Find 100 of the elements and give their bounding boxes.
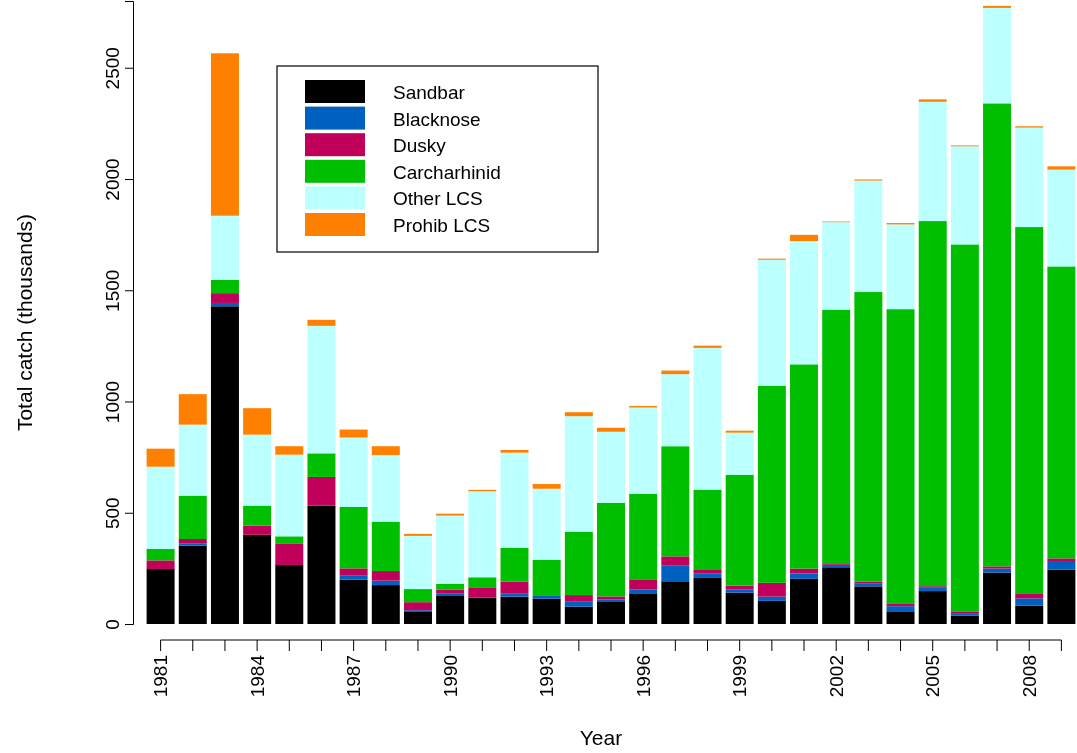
bar (1047, 569, 1076, 624)
bar (1015, 598, 1044, 606)
bar (693, 347, 722, 490)
bar (629, 579, 658, 590)
x-tick-label: 1999 (729, 655, 751, 698)
bar (178, 539, 207, 544)
bar (500, 596, 529, 624)
bar (178, 424, 207, 496)
bar (757, 385, 786, 583)
bar (339, 568, 368, 576)
bar (564, 412, 593, 417)
bar (275, 454, 304, 537)
bar (693, 489, 722, 570)
bar (243, 525, 272, 535)
legend-label: Dusky (393, 135, 447, 157)
bar (950, 146, 979, 245)
bar (886, 606, 915, 612)
bar (1015, 227, 1044, 594)
bar (275, 543, 304, 566)
bar (210, 215, 239, 280)
bar (275, 446, 304, 455)
bar (371, 521, 400, 572)
bar (339, 579, 368, 624)
bar (178, 543, 207, 546)
bar (790, 573, 819, 579)
bar (146, 448, 175, 467)
legend-label: Blacknose (393, 108, 481, 130)
bar (597, 427, 625, 432)
bar (983, 103, 1012, 567)
bar (210, 53, 239, 216)
bar (693, 569, 722, 574)
bar (178, 545, 207, 624)
bar (790, 234, 819, 242)
bar (629, 407, 658, 494)
bar (983, 7, 1012, 104)
bar (886, 611, 915, 624)
y-tick-label: 2500 (102, 47, 123, 90)
bar (403, 533, 432, 536)
bar (468, 577, 497, 588)
y-tick-label: 0 (102, 619, 123, 630)
bar (725, 592, 754, 624)
bar (436, 583, 465, 590)
bar (822, 222, 851, 310)
bar (822, 309, 851, 564)
bar (854, 292, 883, 582)
bar (790, 364, 819, 569)
bar (146, 466, 175, 550)
bar (532, 484, 561, 489)
bar (500, 593, 529, 597)
y-tick-label: 500 (102, 497, 123, 530)
x-tick-label: 2005 (922, 655, 944, 698)
x-tick-label: 2008 (1018, 655, 1040, 698)
bar (1015, 127, 1044, 228)
bar (693, 573, 722, 578)
bar (243, 505, 272, 526)
bar (468, 587, 497, 598)
bar (564, 416, 593, 532)
bar (918, 221, 947, 587)
bar (468, 491, 497, 578)
bar (178, 394, 207, 425)
bar (725, 589, 754, 593)
bar (243, 408, 272, 435)
bar (790, 241, 819, 365)
bar (307, 319, 336, 326)
bar (532, 598, 561, 624)
bar (436, 515, 465, 584)
bar (918, 99, 947, 102)
bar (854, 586, 883, 624)
bar (275, 565, 304, 624)
bar (790, 578, 819, 624)
bar (1047, 558, 1076, 562)
bar (275, 536, 304, 544)
bar (693, 345, 722, 348)
x-tick-label: 1987 (343, 655, 365, 698)
bar (436, 595, 465, 624)
bar (629, 593, 658, 624)
bar (757, 600, 786, 624)
bar (597, 502, 625, 597)
bar (1015, 605, 1044, 624)
legend-label: Carcharhinid (393, 161, 501, 183)
x-tick-label: 1990 (439, 655, 461, 698)
bar (371, 446, 400, 456)
bar (243, 534, 272, 624)
bar (564, 606, 593, 624)
bar (210, 293, 239, 303)
bar (854, 180, 883, 293)
bar (983, 566, 1012, 569)
bar (886, 603, 915, 607)
bar (950, 615, 979, 624)
bar (403, 535, 432, 590)
bar (532, 488, 561, 560)
bar (339, 575, 368, 580)
bar (532, 595, 561, 599)
bar (146, 549, 175, 561)
bar (500, 450, 529, 453)
bar (178, 495, 207, 539)
bar (918, 587, 947, 592)
bar (210, 306, 239, 624)
bar (693, 577, 722, 624)
x-tick-label: 1984 (246, 654, 268, 698)
